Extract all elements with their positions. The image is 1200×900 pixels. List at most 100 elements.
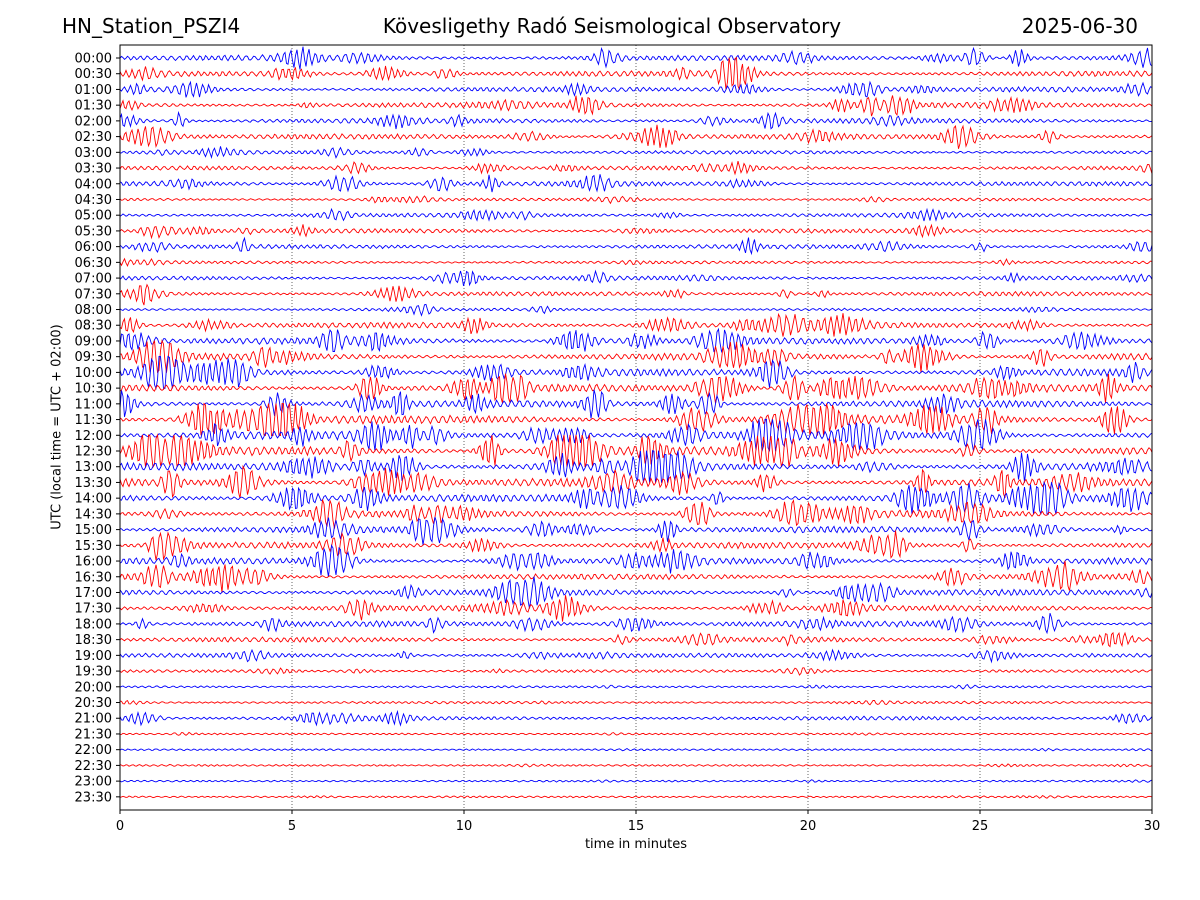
y-tick-label: 09:00 xyxy=(75,334,112,349)
y-tick-label: 11:00 xyxy=(75,397,112,412)
y-tick-label: 22:30 xyxy=(75,759,112,774)
trace-0300 xyxy=(119,146,1153,160)
trace-1930 xyxy=(119,667,1152,676)
y-tick-label: 05:30 xyxy=(75,224,112,239)
y-tick-label: 21:30 xyxy=(75,727,112,742)
y-tick-label: 06:30 xyxy=(75,256,112,271)
trace-1600 xyxy=(119,544,1153,578)
y-tick-label: 04:00 xyxy=(75,177,112,192)
x-tick-label: 15 xyxy=(628,819,645,834)
y-tick-label: 12:00 xyxy=(75,429,112,444)
y-tick-label: 09:30 xyxy=(75,350,112,365)
x-tick-label: 0 xyxy=(116,819,124,834)
trace-0430 xyxy=(119,195,1153,205)
y-tick-label: 18:30 xyxy=(75,633,112,648)
trace-0200 xyxy=(119,110,1153,130)
y-tick-label: 10:00 xyxy=(75,366,112,381)
trace-1500 xyxy=(119,516,1153,546)
x-tick-label: 20 xyxy=(800,819,817,834)
trace-0100 xyxy=(119,80,1153,98)
trace-2200 xyxy=(119,747,1153,752)
trace-2100 xyxy=(119,709,1153,727)
y-tick-label: 02:30 xyxy=(75,130,112,145)
y-tick-label: 21:00 xyxy=(75,712,112,727)
y-tick-label: 20:00 xyxy=(75,680,112,695)
y-tick-label: 17:00 xyxy=(75,586,112,601)
trace-0600 xyxy=(119,236,1153,256)
y-axis-label: UTC (local time = UTC + 02:00) xyxy=(49,324,65,530)
y-tick-label: 03:00 xyxy=(75,146,112,161)
y-tick-label: 14:30 xyxy=(75,507,112,522)
y-tick-label: 23:00 xyxy=(75,775,112,790)
trace-1730 xyxy=(119,595,1152,622)
y-tick-label: 13:30 xyxy=(75,476,112,491)
trace-0800 xyxy=(119,303,1153,317)
y-tick-label: 01:00 xyxy=(75,83,112,98)
y-tick-label: 00:00 xyxy=(75,52,112,67)
x-tick-label: 25 xyxy=(972,819,989,834)
x-tick-label: 5 xyxy=(288,819,296,834)
trace-0830 xyxy=(119,312,1153,337)
trace-0000 xyxy=(119,46,1153,70)
trace-2000 xyxy=(119,684,1153,690)
trace-0500 xyxy=(119,207,1153,222)
station-title: HN_Station_PSZI4 xyxy=(62,14,241,38)
y-tick-label: 23:30 xyxy=(75,790,112,805)
y-tick-label: 19:00 xyxy=(75,649,112,664)
y-tick-label: 16:00 xyxy=(75,555,112,570)
trace-2330 xyxy=(119,795,1153,799)
trace-0030 xyxy=(119,56,1153,90)
y-tick-label: 12:30 xyxy=(75,445,112,460)
trace-1230 xyxy=(119,433,1153,469)
y-tick-label: 16:30 xyxy=(75,570,112,585)
trace-1130 xyxy=(119,402,1153,437)
y-tick-label: 07:30 xyxy=(75,287,112,302)
trace-1000 xyxy=(119,355,1153,391)
y-tick-label: 15:30 xyxy=(75,539,112,554)
trace-1630 xyxy=(119,560,1153,593)
trace-1100 xyxy=(119,389,1153,419)
x-tick-label: 30 xyxy=(1144,819,1161,834)
y-tick-label: 14:00 xyxy=(75,492,112,507)
y-tick-label: 05:00 xyxy=(75,209,112,224)
trace-1700 xyxy=(119,576,1153,609)
trace-0930 xyxy=(120,339,1153,374)
trace-0230 xyxy=(119,124,1153,149)
date-title: 2025-06-30 xyxy=(1021,14,1138,38)
trace-1030 xyxy=(119,373,1153,404)
trace-1430 xyxy=(119,499,1153,529)
y-tick-label: 18:00 xyxy=(75,617,112,632)
trace-2300 xyxy=(119,779,1153,783)
y-tick-label: 15:00 xyxy=(75,523,112,538)
y-tick-label: 02:00 xyxy=(75,114,112,129)
trace-2030 xyxy=(119,699,1153,706)
trace-0730 xyxy=(119,283,1153,306)
y-tick-label: 11:30 xyxy=(75,413,112,428)
y-tick-label: 01:30 xyxy=(75,99,112,114)
trace-2130 xyxy=(120,731,1153,736)
observatory-title: Kövesligethy Radó Seismological Observat… xyxy=(382,14,842,38)
y-tick-label: 20:30 xyxy=(75,696,112,711)
trace-0900 xyxy=(119,327,1153,354)
trace-0130 xyxy=(119,95,1153,117)
trace-0630 xyxy=(119,257,1153,268)
trace-1900 xyxy=(119,648,1153,664)
x-axis-label: time in minutes xyxy=(584,837,688,852)
trace-1200 xyxy=(119,418,1153,452)
y-tick-label: 04:30 xyxy=(75,193,112,208)
y-tick-label: 03:30 xyxy=(75,162,112,177)
y-tick-label: 06:00 xyxy=(75,240,112,255)
trace-1530 xyxy=(119,530,1153,561)
y-tick-label: 19:30 xyxy=(75,665,112,680)
y-tick-label: 00:30 xyxy=(75,67,112,82)
y-tick-label: 10:30 xyxy=(75,382,112,397)
y-tick-label: 08:00 xyxy=(75,303,112,318)
trace-0400 xyxy=(119,174,1153,193)
trace-1300 xyxy=(119,450,1153,483)
trace-0700 xyxy=(119,269,1153,287)
trace-1330 xyxy=(119,464,1153,499)
y-tick-label: 22:00 xyxy=(75,743,112,758)
y-tick-label: 07:00 xyxy=(75,272,112,287)
y-tick-label: 08:30 xyxy=(75,319,112,334)
